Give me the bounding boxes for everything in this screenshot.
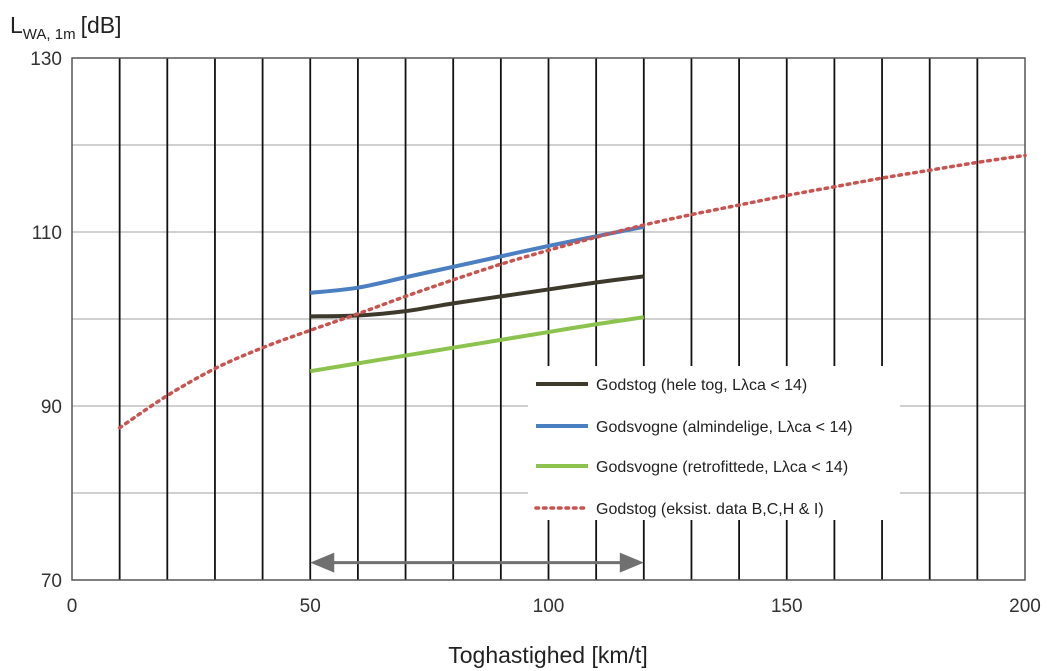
- tick-labels: 0 50 100 150 200 70 90 110 130: [30, 49, 1041, 617]
- legend: Godstog (hele tog, Lλca < 14) Godsvogne …: [528, 366, 900, 520]
- series-line-2: [309, 315, 645, 374]
- series-line-3: [117, 153, 1027, 430]
- legend-label-1: Godsvogne (almindelige, Lλca < 14): [596, 419, 853, 436]
- y-axis-title-unit: [dB]: [81, 12, 122, 38]
- x-tick-label: 200: [1009, 596, 1041, 617]
- y-tick-label: 90: [41, 397, 62, 418]
- y-axis-title-subscript: WA, 1m: [23, 26, 76, 43]
- legend-box: [528, 366, 900, 520]
- x-axis-title: Toghastighed [km/t]: [448, 642, 647, 668]
- x-tick-label: 50: [300, 596, 321, 617]
- legend-label-0: Godstog (hele tog, Lλca < 14): [596, 377, 807, 394]
- range-arrow-head-left: [310, 552, 335, 573]
- x-tick-label: 150: [771, 596, 803, 617]
- plot-frame: [71, 57, 1026, 581]
- y-axis-title-main: L: [10, 12, 23, 38]
- legend-label-2: Godsvogne (retrofittede, Lλca < 14): [596, 459, 848, 476]
- speed-range-arrow: [310, 552, 644, 573]
- x-tick-label: 0: [67, 596, 78, 617]
- y-tick-label: 130: [30, 49, 62, 70]
- x-tick-label: 100: [533, 596, 565, 617]
- range-arrow-head-right: [619, 552, 644, 573]
- y-axis-title: LWA, 1m [dB]: [10, 12, 122, 43]
- y-tick-label: 70: [41, 571, 62, 592]
- y-tick-label: 110: [32, 223, 62, 244]
- series-lines: [117, 153, 1027, 430]
- series-line-0: [310, 274, 645, 319]
- legend-label-3: Godstog (eksist. data B,C,H & I): [596, 501, 824, 518]
